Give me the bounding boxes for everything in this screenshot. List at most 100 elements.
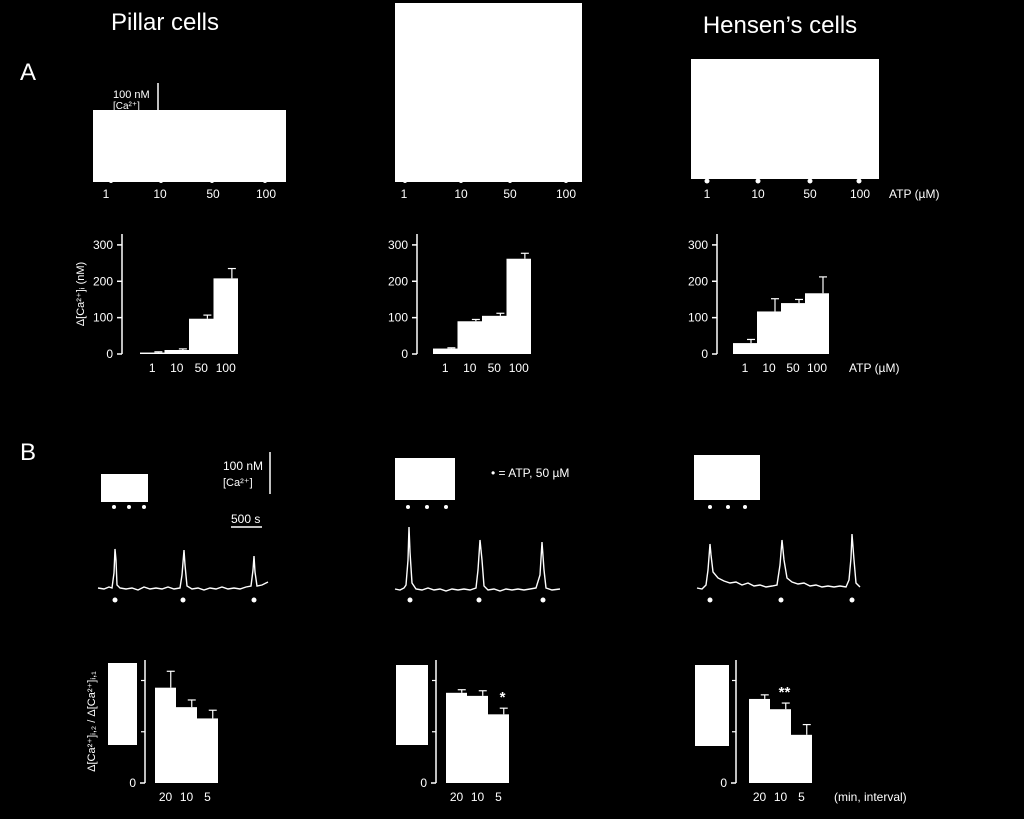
dose-label: 100 xyxy=(850,187,870,201)
trace-image-middle xyxy=(395,3,582,182)
dose-labels-middle: 1 10 50 100 xyxy=(401,187,577,201)
baseline-image-middle xyxy=(395,458,455,500)
y-tick-label: 0 xyxy=(106,347,113,361)
calcium-trace-middle xyxy=(394,526,561,592)
x-tick-label: 50 xyxy=(488,361,502,375)
bar xyxy=(733,343,757,354)
y-axis-label: Δ[Ca²⁺]ᵢ,₂ / Δ[Ca²⁺]ᵢ,₁ xyxy=(86,671,98,772)
bar xyxy=(213,278,238,354)
y-tick-label: 0 xyxy=(701,347,708,361)
dose-label: 10 xyxy=(153,187,167,201)
x-tick-label: 20 xyxy=(159,790,173,804)
x-tick-label: 5 xyxy=(495,790,502,804)
y-tick-label: 0 xyxy=(129,776,136,790)
y-tick-label: 0 xyxy=(720,776,727,790)
dose-label: 50 xyxy=(803,187,817,201)
stim-markers-top xyxy=(112,505,747,509)
y-tick-label: 300 xyxy=(688,238,708,252)
y-tick-label: 300 xyxy=(388,238,408,252)
dose-label: 50 xyxy=(503,187,517,201)
chart-a-hensen: 0 100 200 300 1 10 50 100 ATP (µM) xyxy=(688,234,899,375)
dose-label: 100 xyxy=(256,187,276,201)
dose-label: 1 xyxy=(103,187,110,201)
significance-marker: * xyxy=(500,689,506,706)
x-tick-label: 100 xyxy=(807,361,827,375)
y-tick-label: 200 xyxy=(93,274,113,288)
x-tick-label: 20 xyxy=(450,790,464,804)
dose-labels-pillar: 1 10 50 100 xyxy=(103,187,277,201)
baseline-image-hensen xyxy=(694,455,760,500)
ratio-image-pillar xyxy=(108,663,137,745)
y-tick-label: 100 xyxy=(388,311,408,325)
header-hensen: Hensen’s cells xyxy=(703,12,857,39)
x-tick-label: 10 xyxy=(762,361,776,375)
bar xyxy=(433,348,458,354)
chart-b-middle: 0 20 10 5 * xyxy=(420,660,509,804)
bar xyxy=(506,258,531,354)
dose-markers-pillar xyxy=(109,179,267,183)
x-tick-label: 100 xyxy=(216,361,236,375)
y-tick-label: 100 xyxy=(688,311,708,325)
y-tick-label: 200 xyxy=(388,274,408,288)
chart-b-pillar: 0 20 10 5 Δ[Ca²⁺]ᵢ,₂ / Δ[Ca²⁺]ᵢ,₁ xyxy=(86,660,218,804)
dose-markers-hensen xyxy=(704,178,862,184)
trace-image-pillar xyxy=(93,110,286,182)
scale-bar-a-unit: [Ca²⁺] xyxy=(113,101,140,112)
time-scale-label: 500 s xyxy=(231,512,260,526)
x-tick-label: 10 xyxy=(463,361,477,375)
bar xyxy=(457,321,482,354)
bar xyxy=(197,718,218,783)
x-tick-label: 5 xyxy=(798,790,805,804)
y-axis-label: Δ[Ca²⁺]ᵢ (nM) xyxy=(75,262,87,326)
trace-axis-label: ATP (µM) xyxy=(889,187,939,201)
x-axis-label: ATP (µM) xyxy=(849,361,899,375)
bar xyxy=(140,352,165,354)
x-tick-label: 10 xyxy=(471,790,485,804)
scale-bar-a-value: 100 nM xyxy=(113,89,150,101)
x-tick-label: 1 xyxy=(442,361,449,375)
bar xyxy=(781,303,805,354)
y-tick-label: 100 xyxy=(93,311,113,325)
x-tick-label: 5 xyxy=(204,790,211,804)
chart-b-hensen: 0 20 10 ** 5 (min, interval) xyxy=(720,660,907,804)
bar xyxy=(770,709,791,783)
chart-a-pillar: 0 100 200 300 1 10 50 100 Δ[Ca²⁺]ᵢ (nM) xyxy=(75,234,238,375)
y-tick-label: 0 xyxy=(401,347,408,361)
scale-bar-b-value: 100 nM xyxy=(223,459,263,473)
x-tick-label: 20 xyxy=(753,790,767,804)
dose-markers-middle xyxy=(403,179,568,183)
header-pillar: Pillar cells xyxy=(111,9,219,36)
y-tick-label: 200 xyxy=(688,274,708,288)
significance-marker: ** xyxy=(779,684,791,701)
panel-b-label: B xyxy=(20,439,36,466)
ratio-image-middle xyxy=(396,665,428,745)
bar xyxy=(488,714,509,783)
bar xyxy=(467,695,488,783)
calcium-trace-hensen xyxy=(696,533,861,590)
y-tick-label: 0 xyxy=(420,776,427,790)
x-tick-label: 50 xyxy=(195,361,209,375)
dose-label: 1 xyxy=(401,187,408,201)
baseline-image-pillar xyxy=(101,474,148,502)
scale-bar-b-unit: [Ca²⁺] xyxy=(223,477,253,489)
panel-a-label: A xyxy=(20,59,36,86)
dose-label: 100 xyxy=(556,187,576,201)
trace-image-hensen xyxy=(691,59,879,179)
bar xyxy=(189,318,214,354)
dose-label: 10 xyxy=(454,187,468,201)
bar xyxy=(446,692,467,783)
x-tick-label: 10 xyxy=(180,790,194,804)
calcium-trace-pillar xyxy=(97,548,269,591)
x-tick-label: 1 xyxy=(149,361,156,375)
bar xyxy=(757,311,781,354)
x-tick-label: 10 xyxy=(170,361,184,375)
stim-markers-bottom xyxy=(112,597,855,603)
bar xyxy=(791,734,812,783)
dose-label: 10 xyxy=(751,187,765,201)
dose-label: 50 xyxy=(206,187,220,201)
ratio-image-hensen xyxy=(695,665,729,746)
dose-label: 1 xyxy=(704,187,711,201)
bar xyxy=(805,293,829,354)
x-tick-label: 100 xyxy=(509,361,529,375)
